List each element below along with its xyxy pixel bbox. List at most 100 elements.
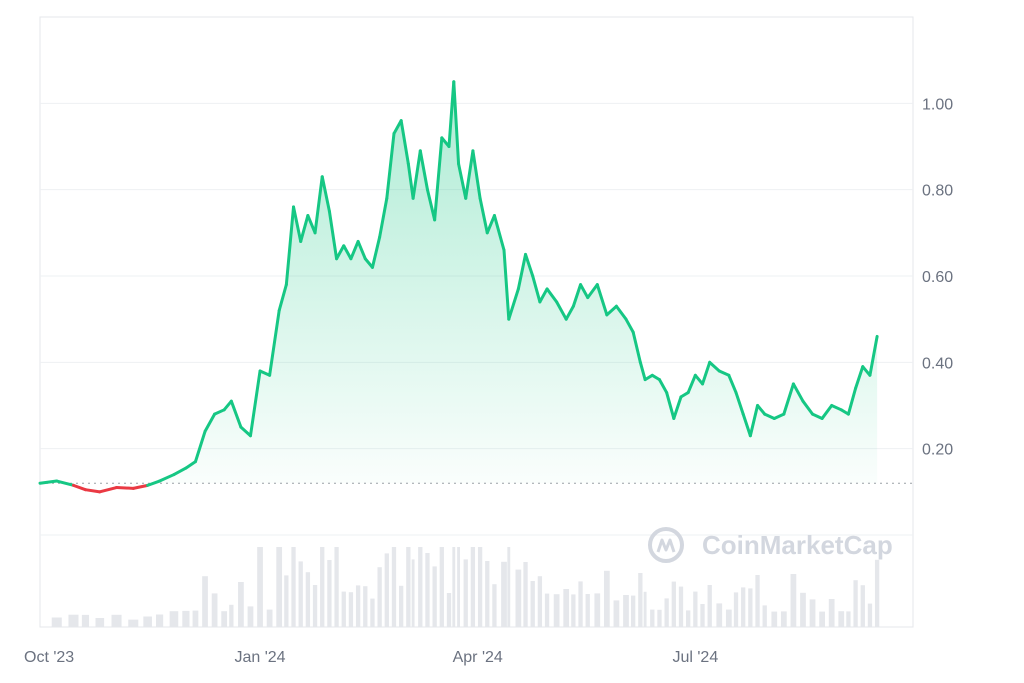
price-segment [342, 244, 353, 261]
volume-bar [800, 592, 806, 627]
volume-bar [411, 559, 415, 627]
price-segment [564, 304, 575, 321]
volume-bar [247, 606, 254, 627]
y-tick-label: 0.80 [922, 183, 953, 200]
x-axis-ticks: Oct '23 Jan '24 Apr '24 Jul '24 [24, 649, 718, 666]
volume-bar [284, 575, 289, 627]
price-segment [327, 209, 339, 261]
price-area-fill [147, 81, 878, 486]
volume-bar [418, 547, 423, 627]
volume-bar [384, 553, 389, 627]
volume-bar [638, 573, 643, 627]
volume-bar [819, 611, 825, 627]
volume-bar [853, 580, 858, 627]
volume-bar [553, 594, 560, 627]
volume-bar [169, 611, 179, 627]
price-segment [734, 391, 745, 416]
volume-bar [693, 591, 698, 627]
price-segment [638, 360, 647, 382]
volume-bar [432, 566, 437, 627]
watermark: CoinMarketCap [648, 527, 893, 563]
price-segment [172, 466, 188, 477]
price-segment [502, 248, 511, 321]
price-segment [370, 235, 382, 269]
volume-bar [439, 547, 444, 627]
volume-bar [563, 589, 570, 627]
volume-bar [143, 616, 152, 627]
price-segment [406, 162, 415, 200]
coinmarketcap-logo-mark [656, 538, 676, 553]
volume-bar [348, 592, 354, 627]
volume-bar [623, 595, 629, 627]
price-segment [478, 196, 489, 235]
volume-bar [182, 610, 190, 627]
price-segment [38, 479, 59, 485]
price-segment [531, 274, 542, 304]
price-segment [83, 488, 102, 494]
volume-bar [578, 581, 583, 627]
volume-bar [678, 586, 684, 627]
price-segment [399, 119, 410, 166]
volume-bar [838, 611, 845, 627]
price-segment [811, 412, 824, 420]
y-tick-label: 1.00 [922, 96, 953, 113]
price-segment [595, 283, 609, 317]
volume-bar [341, 591, 346, 627]
volume-bar [613, 600, 620, 627]
volume-bar [425, 553, 430, 627]
price-segment [268, 309, 281, 377]
price-segment [579, 283, 590, 300]
volume-bar [221, 611, 228, 627]
volume-bar [111, 614, 122, 627]
volume-bar [771, 611, 778, 627]
price-segment [624, 317, 635, 334]
y-tick-label: 0.60 [922, 269, 953, 286]
price-segment [791, 382, 805, 403]
price-segment [717, 369, 731, 377]
price-series [38, 80, 879, 494]
price-segment [146, 479, 162, 487]
volume-bar [276, 547, 283, 627]
volume-bar [507, 547, 511, 627]
volume-bar [733, 592, 739, 627]
volume-bar [305, 572, 311, 627]
volume-bar [312, 585, 318, 627]
price-segment [555, 300, 568, 321]
volume-bar [492, 584, 497, 627]
price-segment [55, 479, 75, 487]
y-tick-label: 0.40 [922, 355, 953, 372]
price-segment [229, 399, 243, 429]
price-segment [614, 304, 628, 321]
volume-bar [643, 591, 647, 627]
price-segment [741, 412, 752, 438]
volume-bar [828, 599, 835, 627]
volume-bar [501, 561, 507, 627]
price-segment [356, 239, 367, 261]
plot-frame [39, 16, 914, 628]
volume-bar [780, 611, 787, 627]
volume-bar [523, 562, 528, 627]
price-segment [727, 373, 738, 395]
volume-bar [571, 594, 576, 627]
price-segment [756, 404, 767, 416]
volume-bar [391, 547, 397, 627]
price-segment [203, 412, 217, 433]
volume-bar [671, 581, 676, 627]
price-segment [854, 365, 865, 390]
volume-bar [657, 609, 662, 627]
volume-bar [846, 611, 851, 627]
volume-bar [463, 559, 468, 627]
price-segment [115, 486, 135, 490]
price-segment [545, 287, 559, 304]
price-segment [277, 283, 288, 313]
price-segment [433, 136, 444, 222]
volume-bar [95, 618, 105, 627]
price-segment [748, 404, 760, 438]
volume-bar [238, 582, 244, 627]
price-segment [158, 473, 176, 483]
price-segment [846, 386, 858, 416]
volume-bar [446, 593, 452, 627]
price-segment [284, 205, 296, 287]
price-segment [131, 483, 150, 490]
volume-bar [664, 598, 669, 627]
